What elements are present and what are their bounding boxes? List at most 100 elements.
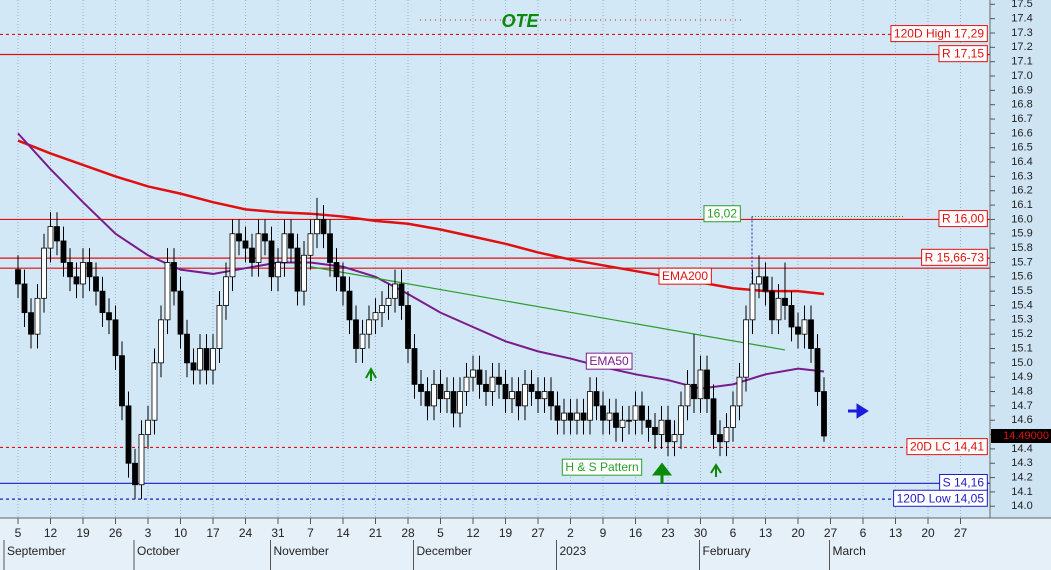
level-label: 20D LC 14,41: [910, 440, 984, 454]
x-tick-label: 21: [369, 526, 383, 540]
y-tick-label: 17.2: [1011, 41, 1032, 53]
y-tick-label: 15.1: [1011, 342, 1032, 354]
candle-body: [619, 419, 626, 428]
level-label: S 14,16: [943, 475, 985, 489]
y-tick-label: 15.5: [1011, 285, 1032, 297]
x-tick-label: 26: [109, 526, 123, 540]
y-tick-label: 17.5: [1011, 0, 1032, 10]
candle-body: [502, 383, 509, 400]
candle-body: [678, 405, 684, 435]
candle-body: [346, 290, 353, 321]
candle-body: [249, 247, 255, 263]
candle-body: [613, 412, 619, 428]
candle-body: [632, 405, 639, 421]
candle-body: [307, 233, 314, 256]
y-tick-label: 15.0: [1011, 357, 1032, 369]
candle-body: [229, 233, 236, 278]
candle-body: [288, 233, 294, 249]
y-tick-label: 15.6: [1011, 271, 1032, 283]
candle-body: [314, 219, 320, 235]
pattern-label: H & S Pattern: [565, 460, 638, 474]
candle-body: [749, 283, 756, 321]
candle-body: [535, 391, 541, 400]
candle-body: [463, 376, 470, 392]
candle-body: [515, 391, 522, 407]
candle-body: [112, 319, 119, 357]
level-label: R 15,66-73: [925, 250, 985, 264]
x-tick-label: 10: [174, 526, 188, 540]
x-tick-label: 13: [759, 526, 773, 540]
candle-body: [327, 233, 333, 263]
candle-body: [593, 391, 600, 407]
candle-body: [587, 391, 593, 421]
trendline: [310, 266, 786, 351]
candle-body: [769, 290, 775, 321]
up-arrow: [710, 463, 722, 477]
y-tick-label: 15.7: [1011, 256, 1032, 268]
candle-body: [522, 383, 528, 407]
y-tick-label: 17.0: [1011, 70, 1032, 82]
y-tick-label: 14.7: [1011, 400, 1032, 412]
candle-body: [21, 283, 28, 314]
y-tick-label: 14.1: [1011, 486, 1032, 498]
last-price-tag: [991, 428, 1051, 443]
y-tick-label: 14.0: [1011, 500, 1032, 512]
candle-body: [385, 297, 392, 306]
y-tick-label: 16.6: [1011, 127, 1032, 139]
x-tick-label: 5: [15, 526, 22, 540]
candle-body: [392, 283, 398, 299]
candle-body: [106, 312, 112, 321]
month-label: September: [7, 544, 66, 558]
x-tick-label: 31: [271, 526, 285, 540]
candle-body: [158, 319, 164, 364]
indicator-label: EMA200: [662, 269, 708, 283]
candle-body: [671, 434, 678, 443]
candle-body: [41, 247, 47, 299]
candle-body: [398, 283, 405, 306]
candle-body: [60, 240, 67, 263]
candle-body: [795, 326, 801, 335]
x-tick-label: 3: [145, 526, 152, 540]
level-label: 120D Low 14,05: [897, 491, 985, 505]
x-tick-label: 6: [730, 526, 737, 540]
y-tick-label: 14.3: [1011, 457, 1032, 469]
level-label-box: [921, 248, 988, 266]
indicator-label-box: [658, 267, 712, 285]
month-label: December: [417, 544, 472, 558]
y-tick-label: 14.6: [1011, 414, 1032, 426]
up-arrow: [365, 366, 377, 381]
x-tick-label: 20: [791, 526, 805, 540]
x-tick-label: 27: [824, 526, 838, 540]
candle-body: [801, 319, 808, 335]
candle-body: [262, 233, 268, 242]
candle-body: [190, 362, 197, 371]
candle-body: [548, 391, 554, 407]
candle-body: [268, 240, 275, 278]
x-tick-label: 13: [889, 526, 903, 540]
candle-body: [554, 405, 561, 421]
y-tick-label: 15.8: [1011, 242, 1032, 254]
x-tick-label: 6: [860, 526, 867, 540]
candle-body: [652, 426, 658, 435]
candle-body: [736, 376, 743, 407]
candle-body: [528, 383, 535, 392]
candle-body: [223, 276, 229, 306]
y-tick-label: 15.2: [1011, 328, 1032, 340]
candle-body: [788, 305, 795, 328]
chart-title: OTE: [501, 11, 539, 31]
candle-body: [665, 419, 671, 443]
candle-body: [808, 319, 814, 349]
candle-body: [782, 297, 788, 306]
level-label-box: [938, 210, 988, 228]
candle-body: [236, 233, 242, 242]
candle-body: [216, 305, 223, 349]
candle-body: [93, 276, 99, 292]
candle-body: [431, 383, 437, 407]
right-arrow: [848, 403, 869, 419]
x-tick-label: 2: [567, 526, 574, 540]
candle-body: [574, 412, 580, 421]
candle-body: [730, 405, 736, 428]
pattern-label-box: [561, 458, 643, 476]
candle-body: [301, 254, 307, 292]
